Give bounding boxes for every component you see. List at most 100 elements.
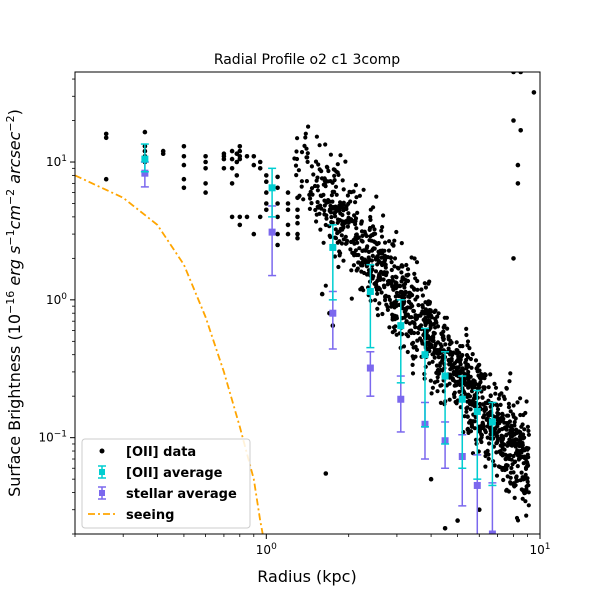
- oii-data-point: [374, 194, 379, 199]
- oii-data-point: [390, 284, 395, 289]
- oii-data-point: [515, 181, 521, 186]
- oii-average-point: [488, 401, 497, 487]
- oii-data-point: [351, 237, 356, 243]
- oii-data-point: [325, 165, 330, 170]
- oii-data-point: [391, 242, 396, 247]
- oii-data-point: [430, 352, 435, 357]
- oii-data-point: [389, 304, 394, 309]
- oii-data-point: [419, 287, 424, 292]
- oii-data-point: [264, 190, 269, 195]
- oii-data-point: [329, 193, 334, 198]
- oii-data-point: [409, 330, 414, 336]
- oii-data-point: [524, 399, 529, 404]
- oii-data-point: [234, 151, 240, 156]
- legend-label-oii-average: [OII] average: [126, 466, 223, 481]
- oii-data-point: [406, 272, 411, 277]
- oii-data-point: [341, 208, 346, 213]
- oii-data-point: [393, 294, 398, 299]
- oii-data-point: [446, 337, 451, 342]
- oii-data-point: [306, 124, 311, 129]
- oii-data-point: [181, 176, 187, 182]
- oii-data-point: [493, 385, 499, 390]
- oii-data-point: [502, 396, 507, 402]
- oii-data-point: [418, 313, 423, 318]
- oii-data-point: [341, 223, 346, 229]
- oii-data-point: [411, 345, 416, 350]
- oii-data-point: [275, 214, 280, 220]
- oii-data-point: [517, 444, 522, 449]
- oii-data-point: [328, 203, 333, 208]
- oii-data-point: [410, 354, 415, 359]
- oii-data-point: [379, 228, 384, 233]
- oii-data-point: [499, 435, 504, 440]
- oii-data-point: [511, 441, 516, 447]
- oii-data-point: [503, 425, 508, 430]
- x-tick-label: 101: [529, 542, 550, 557]
- oii-data-point: [338, 153, 343, 158]
- oii-data-point: [431, 338, 436, 343]
- oii-data-point: [500, 451, 505, 456]
- oii-data-point: [520, 496, 525, 501]
- oii-data-point: [294, 173, 299, 178]
- oii-data-point: [441, 336, 446, 341]
- oii-data-point: [496, 396, 501, 401]
- oii-data-point: [412, 321, 417, 326]
- oii-data-point: [264, 201, 269, 206]
- oii-data-point: [251, 231, 257, 237]
- oii-data-point: [295, 195, 300, 201]
- legend-box: [81, 438, 251, 529]
- oii-data-point: [451, 372, 457, 377]
- oii-data-point: [450, 377, 455, 383]
- oii-data-point: [467, 382, 472, 387]
- oii-data-point: [427, 301, 432, 306]
- oii-data-point: [353, 183, 358, 188]
- oii-data-point: [417, 326, 422, 331]
- oii-data-point: [383, 298, 388, 303]
- oii-data-point: [415, 330, 421, 336]
- oii-data-point: [514, 437, 519, 442]
- oii-data-point: [508, 475, 513, 480]
- oii-data-point: [337, 208, 342, 213]
- oii-data-point: [396, 266, 401, 271]
- oii-data-point: [383, 265, 388, 270]
- oii-data-point: [372, 246, 377, 251]
- oii-data-point: [203, 166, 208, 171]
- oii-data-point: [518, 430, 523, 435]
- oii-data-point: [511, 481, 516, 486]
- oii-data-point: [411, 286, 416, 291]
- oii-data-point: [303, 135, 308, 140]
- oii-data-point: [526, 490, 531, 495]
- oii-data-point: [464, 353, 470, 358]
- oii-data-point: [314, 134, 319, 139]
- oii-data-point: [314, 219, 319, 224]
- oii-data-point: [508, 480, 513, 485]
- oii-data-point: [313, 207, 318, 213]
- oii-data-point: [234, 159, 240, 165]
- oii-data-point: [506, 401, 511, 406]
- oii-data-point: [522, 427, 527, 432]
- oii-data-point: [404, 262, 409, 268]
- oii-data-point: [203, 159, 208, 165]
- oii-data-point: [413, 325, 418, 330]
- oii-data-point: [504, 432, 509, 437]
- oii-data-point: [415, 287, 420, 292]
- oii-data-point: [398, 290, 403, 295]
- oii-data-point: [340, 178, 345, 183]
- oii-data-point: [473, 404, 478, 409]
- oii-data-point: [439, 383, 444, 388]
- oii-data-point: [495, 403, 500, 408]
- oii-data-point: [357, 246, 362, 251]
- oii-data-point: [203, 181, 208, 186]
- oii-data-point: [506, 420, 511, 426]
- oii-data-point: [465, 405, 470, 410]
- oii-data-point: [425, 340, 430, 345]
- oii-data-point: [435, 389, 440, 394]
- oii-data-point: [427, 279, 432, 284]
- oii-data-point: [324, 216, 329, 221]
- seeing-line: [75, 174, 264, 534]
- oii-data-point: [381, 283, 387, 288]
- oii-data-point: [382, 258, 387, 263]
- oii-data-point: [181, 185, 187, 191]
- oii-data-point: [511, 414, 516, 419]
- oii-data-point: [455, 518, 460, 523]
